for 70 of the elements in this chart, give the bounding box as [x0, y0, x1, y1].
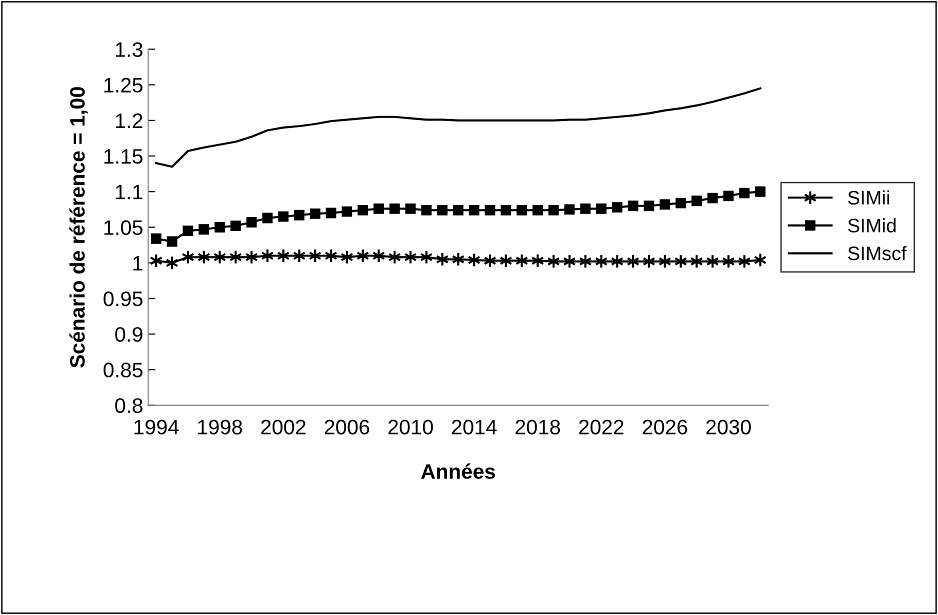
point: [596, 204, 607, 214]
x-tick-label: 2006: [324, 420, 370, 434]
point: [246, 217, 257, 228]
point: [358, 204, 368, 216]
point: [564, 204, 575, 215]
y-tick-label: 1.05: [104, 220, 142, 235]
x-tick-label: 2018: [516, 420, 560, 434]
point: [166, 236, 178, 247]
point: [374, 204, 384, 214]
point: [389, 204, 400, 214]
point: [230, 220, 241, 232]
x-tick-label: 1998: [198, 420, 242, 434]
x-tick-label: 2014: [452, 420, 497, 434]
point: [580, 204, 591, 214]
point: [198, 224, 210, 235]
x-tick-label: 1994: [134, 420, 179, 434]
point: [326, 208, 336, 218]
point: [516, 204, 528, 216]
point: [182, 226, 194, 236]
y-tick-label: 0.9: [115, 327, 142, 342]
x-axis-title: Années: [421, 463, 495, 479]
point: [437, 204, 448, 216]
point: [453, 204, 464, 216]
y-tick-label: 1: [133, 256, 142, 270]
point: [468, 204, 480, 216]
point: [628, 200, 638, 212]
y-tick-label: 0.8: [115, 398, 142, 414]
legend-label: SIMid: [848, 218, 896, 232]
point: [310, 208, 320, 219]
x-tick-label: 2030: [706, 420, 751, 434]
legend-label: SIMscf: [848, 246, 907, 260]
point: [723, 190, 734, 202]
x-tick-label: 2026: [642, 420, 688, 434]
point: [674, 254, 688, 269]
point: [676, 198, 686, 208]
y-tick-label: 1.1: [116, 184, 142, 200]
y-tick-label: 1.25: [104, 78, 142, 93]
point: [278, 211, 289, 222]
y-tick-label: 0.85: [104, 362, 142, 378]
point: [214, 222, 225, 232]
point: [612, 202, 622, 213]
line-series: [155, 87, 762, 168]
y-axis-title: Scénario de référence = 1,00: [69, 87, 88, 368]
point: [262, 212, 273, 224]
y-tick-label: 1.3: [116, 42, 142, 57]
point: [421, 204, 432, 216]
point: [707, 192, 718, 204]
point: [484, 204, 496, 216]
point: [755, 186, 766, 197]
point: [754, 252, 767, 268]
point: [532, 204, 543, 216]
point: [548, 204, 559, 216]
point: [691, 196, 702, 206]
point: [644, 200, 654, 212]
legend-label: SIMii: [848, 190, 890, 205]
x-tick-label: 2010: [388, 420, 433, 434]
y-tick-label: 1.15: [104, 149, 142, 164]
point: [342, 206, 352, 217]
point: [150, 233, 162, 244]
y-tick-label: 1.2: [116, 113, 142, 128]
point: [372, 248, 386, 264]
point: [405, 204, 416, 214]
point: [452, 252, 465, 267]
point: [660, 199, 670, 210]
x-tick-label: 2022: [579, 420, 624, 434]
point: [739, 188, 750, 198]
x-tick-label: 2002: [261, 420, 306, 434]
point: [500, 204, 512, 216]
y-tick-label: 0.95: [104, 291, 142, 306]
point: [294, 210, 304, 220]
